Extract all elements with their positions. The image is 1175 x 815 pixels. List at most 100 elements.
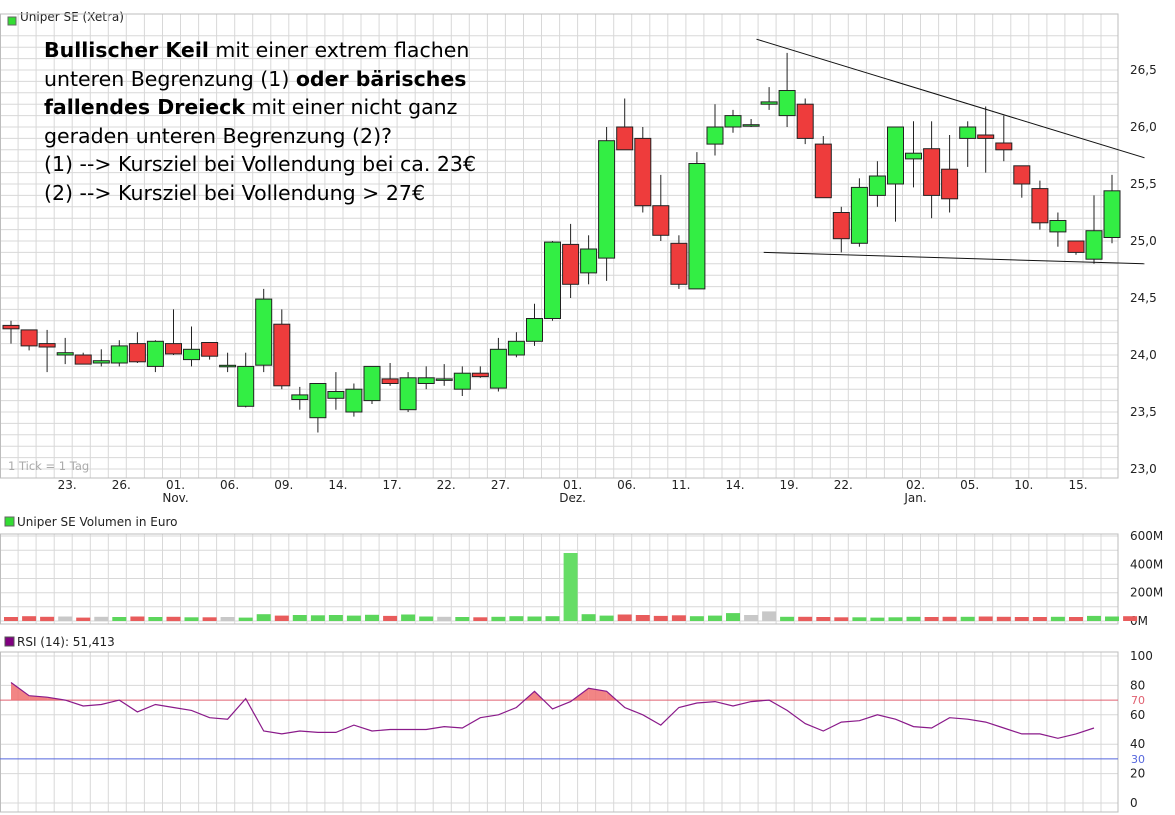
candle-up [417, 377, 435, 384]
candle-up [1085, 230, 1103, 260]
note-bold-3: fallendes Dreieck [44, 95, 245, 119]
volume-y-tick-label: 200M [1130, 586, 1163, 600]
candle-down [634, 137, 652, 207]
volume-bar [310, 615, 325, 621]
rsi-grid [0, 651, 1119, 813]
volume-bar [834, 617, 849, 621]
price-y-tick-label: 26,5 [1130, 63, 1157, 77]
candle-up [56, 352, 74, 356]
volume-bar [978, 616, 993, 621]
rsi-y-tick-label: 20 [1130, 767, 1145, 781]
volume-frame [0, 533, 1119, 625]
volume-bar [942, 616, 957, 622]
candle-up [706, 126, 724, 145]
price-x-tick-label: 15. [1068, 478, 1087, 492]
rsi-legend-swatch [4, 636, 15, 647]
volume-bar [708, 615, 722, 621]
rsi-y-tick-label: 40 [1130, 737, 1145, 751]
price-y-tick-label: 25,5 [1130, 177, 1157, 191]
candle-up [742, 124, 760, 127]
candle-down [814, 143, 832, 199]
candle-up [327, 391, 345, 399]
volume-bar [220, 617, 235, 621]
candle-down [38, 343, 56, 348]
note-line-6: (2) --> Kursziel bei Vollendung > 27€ [44, 180, 426, 205]
candle-down [995, 142, 1013, 151]
tick-note: 1 Tick = 1 Tag [8, 459, 89, 473]
volume-bar [419, 616, 434, 621]
price-x-tick-label: 09. [274, 478, 293, 492]
note-line-1: Bullischer Keil mit einer extrem flachen [44, 36, 564, 65]
candle-up [959, 126, 977, 139]
candle-down [74, 354, 92, 365]
volume-bar [527, 616, 542, 621]
volume-bar [1087, 615, 1101, 621]
volume-bar [726, 613, 740, 621]
candle-up [868, 175, 886, 196]
volume-bar [581, 614, 596, 621]
price-x-tick-label: 14. [725, 478, 744, 492]
candle-down [2, 324, 20, 330]
rsi-y-tick-label: 60 [1130, 708, 1145, 722]
rsi-y-ticks: 100 80 60 40 20 0 70 30 [1130, 649, 1153, 810]
candle-down [273, 323, 291, 387]
candle-down [471, 372, 489, 378]
volume-bar [635, 615, 650, 621]
candle-down [1031, 188, 1049, 224]
candle-up [489, 348, 507, 389]
volume-bar [401, 614, 416, 621]
note-text-3: mit einer nicht ganz [244, 95, 458, 119]
volume-bar [888, 617, 903, 621]
note-bold-2: oder bärisches [295, 66, 467, 91]
volume-bar [491, 616, 506, 622]
volume-bar [870, 617, 885, 621]
volume-grid [0, 533, 1119, 625]
price-x-tick-label: 19. [780, 478, 799, 492]
candle-up [110, 345, 128, 364]
candle-up [399, 377, 417, 411]
price-x-tick-label: 22. [834, 478, 853, 492]
price-x-tick-label: 06. [220, 478, 239, 492]
volume-bar [545, 616, 560, 621]
candle-up [544, 241, 561, 320]
price-x-tick-label: 22. [437, 478, 456, 492]
volume-bar [744, 615, 759, 621]
volume-bar [473, 617, 488, 621]
volume-bar [58, 616, 73, 621]
rsi-overbought-area [11, 682, 30, 701]
price-x-tick-label: 17. [383, 478, 402, 492]
volume-bar [40, 616, 55, 622]
note-text-1: mit einer extrem flachen [208, 38, 470, 62]
volume-y-tick-label: 600M [1130, 529, 1163, 543]
price-x-month-label: Nov. [162, 491, 188, 505]
volume-bar [256, 614, 271, 621]
volume-bar [780, 616, 795, 622]
candle-up [453, 372, 471, 390]
volume-bar [184, 617, 199, 621]
candle-up [598, 140, 616, 259]
candle-down [616, 126, 634, 151]
candle-up [1049, 220, 1067, 233]
price-legend-swatch [7, 16, 17, 26]
note-text-2: unteren Begrenzung (1) [44, 66, 296, 91]
volume-bar [1123, 616, 1138, 621]
price-y-ticks: 26,5 26,0 25,5 25,0 24,5 24,0 23,5 23,0 [1130, 63, 1157, 476]
rsi-y-tick-label: 100 [1130, 649, 1153, 663]
note-line-4: geraden unteren Begrenzung (2)? [44, 123, 392, 148]
volume-bar [202, 617, 217, 621]
volume-bar [509, 616, 524, 621]
candle-down [165, 343, 182, 355]
candle-up [309, 383, 327, 419]
rsi-series-line [10, 682, 1095, 739]
price-x-tick-label: 14. [328, 478, 347, 492]
price-x-month-label: Dez. [559, 491, 586, 505]
price-y-tick-label: 24,0 [1130, 348, 1157, 362]
volume-y-tick-label: 400M [1130, 557, 1163, 571]
candle-down [941, 168, 959, 200]
volume-bar [437, 616, 452, 622]
volume-bar [852, 617, 867, 621]
volume-bar [130, 616, 145, 621]
volume-bar [238, 617, 253, 621]
volume-bar [94, 616, 109, 622]
